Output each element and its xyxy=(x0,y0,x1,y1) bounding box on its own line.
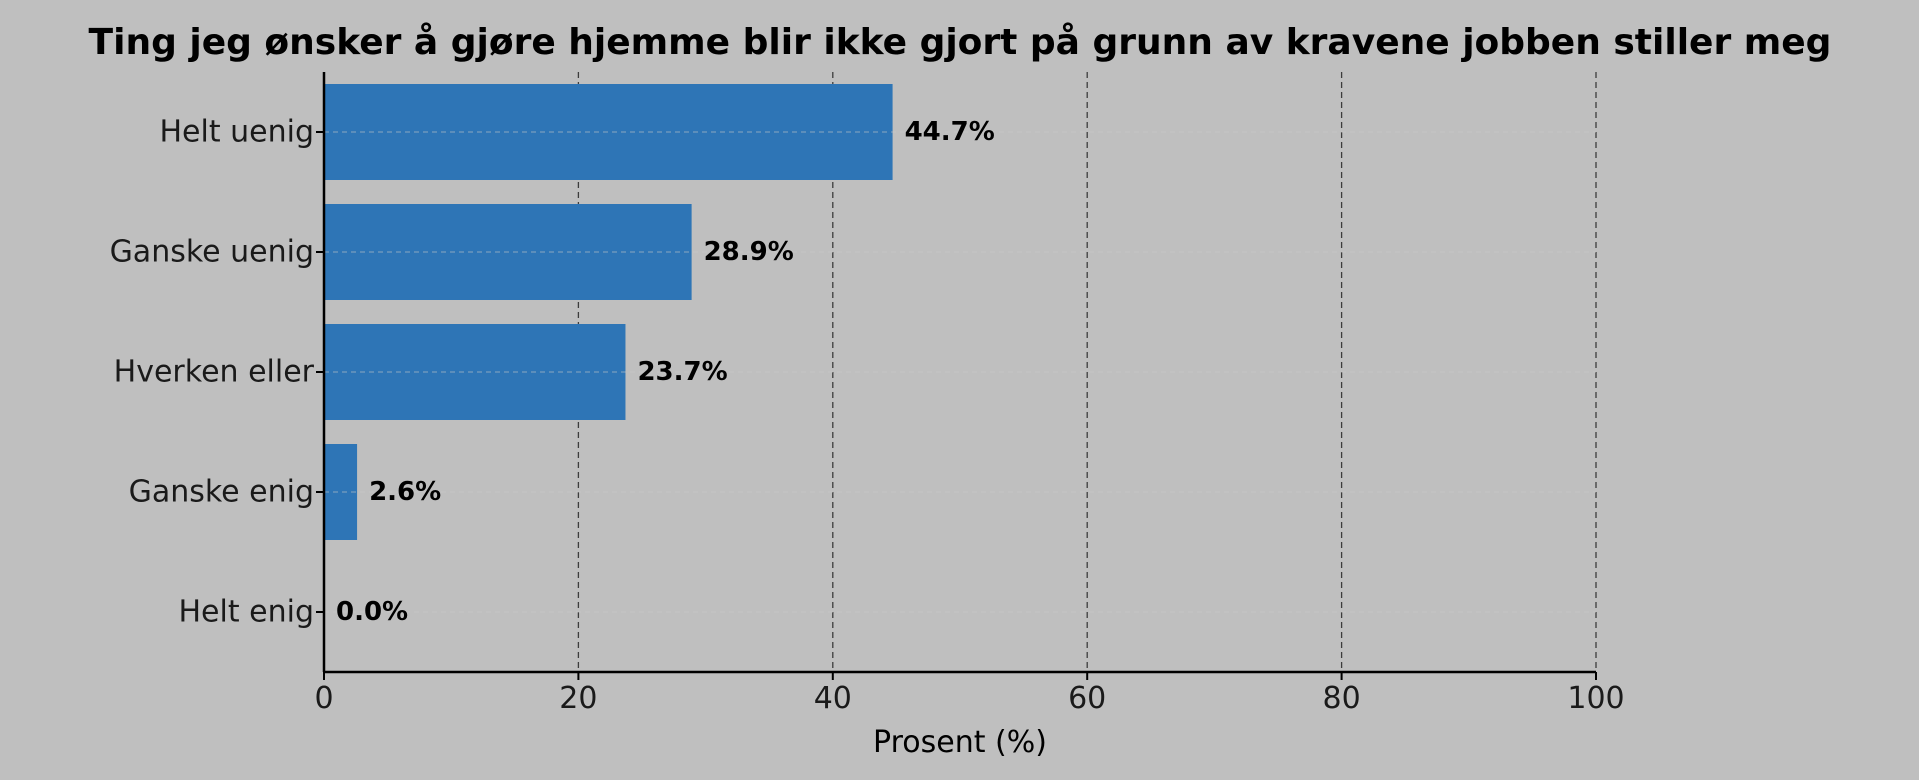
category-label: Helt enig xyxy=(179,595,315,630)
x-tick-label: 60 xyxy=(1068,681,1106,716)
value-label: 0.0% xyxy=(336,597,408,627)
x-tick-label: 100 xyxy=(1567,681,1624,716)
x-tick-label: 80 xyxy=(1323,681,1361,716)
bar xyxy=(324,324,626,420)
x-tick-label: 0 xyxy=(314,681,333,716)
x-tick-label: 20 xyxy=(559,681,597,716)
category-label: Hverken eller xyxy=(114,355,315,390)
category-label: Ganske enig xyxy=(129,475,314,510)
horizontal-grid-layer xyxy=(324,131,1596,613)
bar-layer xyxy=(324,84,893,540)
label-layer: Helt uenig 44.7% Ganske uenig 28.9% Hverken … xyxy=(110,115,1625,717)
x-tick-label: 40 xyxy=(814,681,852,716)
category-label: Helt uenig xyxy=(159,115,314,150)
category-label: Ganske uenig xyxy=(110,235,314,270)
value-label: 28.9% xyxy=(704,237,794,267)
value-label: 2.6% xyxy=(369,477,441,507)
value-label: 44.7% xyxy=(905,117,995,147)
x-axis-title: Prosent (%) xyxy=(873,725,1047,760)
value-label: 23.7% xyxy=(637,357,727,387)
axis-layer xyxy=(316,72,1597,680)
chart-title: Ting jeg ønsker å gjøre hjemme blir ikke… xyxy=(89,22,1832,63)
